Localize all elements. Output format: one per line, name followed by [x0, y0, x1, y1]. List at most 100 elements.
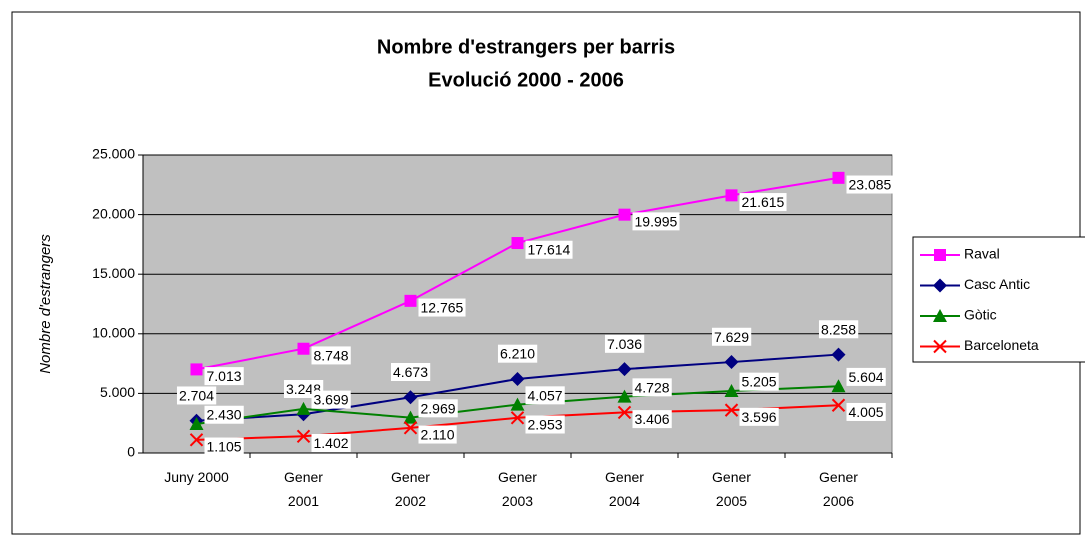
- marker: [189, 417, 204, 431]
- marker: [725, 189, 738, 202]
- data-label-box: [311, 433, 351, 452]
- data-label: 8.748: [314, 347, 349, 363]
- data-label: 1.105: [207, 439, 242, 455]
- marker: [403, 421, 418, 435]
- data-label-box: [418, 425, 457, 444]
- legend-marker: [933, 278, 947, 293]
- data-label-box: [497, 344, 538, 363]
- marker: [403, 390, 418, 405]
- marker: [189, 433, 204, 447]
- data-label-box: [739, 193, 787, 212]
- y-tick-label: 0: [127, 444, 135, 460]
- marker: [296, 429, 311, 443]
- data-label-box: [525, 240, 573, 259]
- marker: [831, 379, 846, 393]
- data-label-box: [846, 175, 894, 194]
- data-label: 1.402: [314, 435, 349, 451]
- y-tick-label: 25.000: [92, 146, 135, 162]
- data-label-box: [604, 334, 645, 353]
- legend-label: Barceloneta: [964, 337, 1039, 353]
- x-tick-label: Gener 2006: [819, 469, 858, 509]
- y-tick-label: 20.000: [92, 205, 135, 221]
- data-label: 7.013: [207, 368, 242, 384]
- marker: [296, 401, 311, 415]
- data-label: 3.699: [314, 392, 349, 408]
- data-label: 6.210: [500, 346, 535, 362]
- legend-label: Casc Antic: [964, 276, 1030, 292]
- y-axis-label: Nombre d'estrangers: [37, 234, 54, 374]
- legend-marker: [933, 339, 947, 354]
- marker: [511, 237, 524, 250]
- data-label-box: [390, 363, 431, 382]
- marker: [617, 362, 632, 377]
- x-tick-label: Juny 2000: [164, 469, 229, 485]
- legend-label: Gòtic: [964, 307, 997, 323]
- data-label: 4.057: [528, 387, 563, 403]
- data-label: 17.614: [528, 242, 571, 258]
- data-label-box: [204, 367, 244, 386]
- data-label-box: [176, 386, 217, 405]
- chart-title: Nombre d'estrangers per barris: [377, 36, 675, 58]
- data-label: 8.258: [821, 321, 856, 337]
- data-label-box: [311, 346, 351, 365]
- data-label: 7.036: [607, 336, 642, 352]
- data-label: 12.765: [421, 300, 464, 316]
- marker: [510, 371, 525, 386]
- data-label-box: [632, 378, 672, 397]
- data-label: 19.995: [635, 213, 678, 229]
- data-label-box: [739, 372, 779, 391]
- marker: [724, 403, 739, 417]
- data-label-box: [846, 402, 886, 421]
- data-label: 2.110: [421, 427, 455, 443]
- marker: [618, 208, 631, 221]
- x-tick-label: Gener 2002: [391, 469, 430, 509]
- x-tick-label: Gener 2001: [284, 469, 323, 509]
- data-label: 3.596: [742, 409, 777, 425]
- data-label-box: [739, 407, 779, 426]
- marker: [724, 383, 739, 397]
- data-label-box: [632, 410, 672, 429]
- data-label-box: [632, 212, 680, 231]
- marker: [404, 294, 417, 307]
- data-label-box: [525, 386, 565, 405]
- data-label-box: [846, 367, 886, 386]
- y-tick-label: 10.000: [92, 325, 135, 341]
- data-label: 2.953: [528, 417, 563, 433]
- marker: [510, 397, 525, 411]
- marker: [190, 363, 203, 376]
- marker: [724, 355, 739, 370]
- marker: [510, 411, 525, 425]
- data-label: 4.673: [393, 364, 428, 380]
- legend-marker: [934, 249, 946, 261]
- data-label: 2.704: [179, 387, 214, 403]
- marker: [831, 347, 846, 362]
- data-label-box: [418, 399, 458, 418]
- y-tick-label: 15.000: [92, 265, 135, 281]
- marker: [297, 342, 310, 355]
- marker: [832, 171, 845, 184]
- data-label-box: [311, 390, 351, 409]
- data-label: 4.005: [849, 404, 884, 420]
- data-label: 3.406: [635, 411, 670, 427]
- x-tick-label: Gener 2004: [605, 469, 644, 509]
- x-tick-label: Gener 2003: [498, 469, 537, 509]
- data-label: 21.615: [742, 194, 785, 210]
- data-label: 4.728: [635, 379, 670, 395]
- data-label-box: [525, 415, 565, 434]
- data-label-box: [418, 298, 466, 317]
- data-label-box: [711, 327, 752, 346]
- data-label: 23.085: [849, 177, 892, 193]
- data-label: 5.604: [849, 369, 884, 385]
- legend-label: Raval: [964, 246, 1000, 262]
- marker: [831, 398, 846, 412]
- data-label: 7.629: [714, 329, 749, 345]
- legend-marker: [933, 309, 947, 322]
- x-tick-label: Gener 2005: [712, 469, 751, 509]
- data-label-box: [204, 405, 244, 424]
- marker: [617, 389, 632, 403]
- data-label-box: [204, 437, 244, 456]
- data-label: 5.205: [742, 374, 777, 390]
- y-tick-label: 5.000: [100, 384, 135, 400]
